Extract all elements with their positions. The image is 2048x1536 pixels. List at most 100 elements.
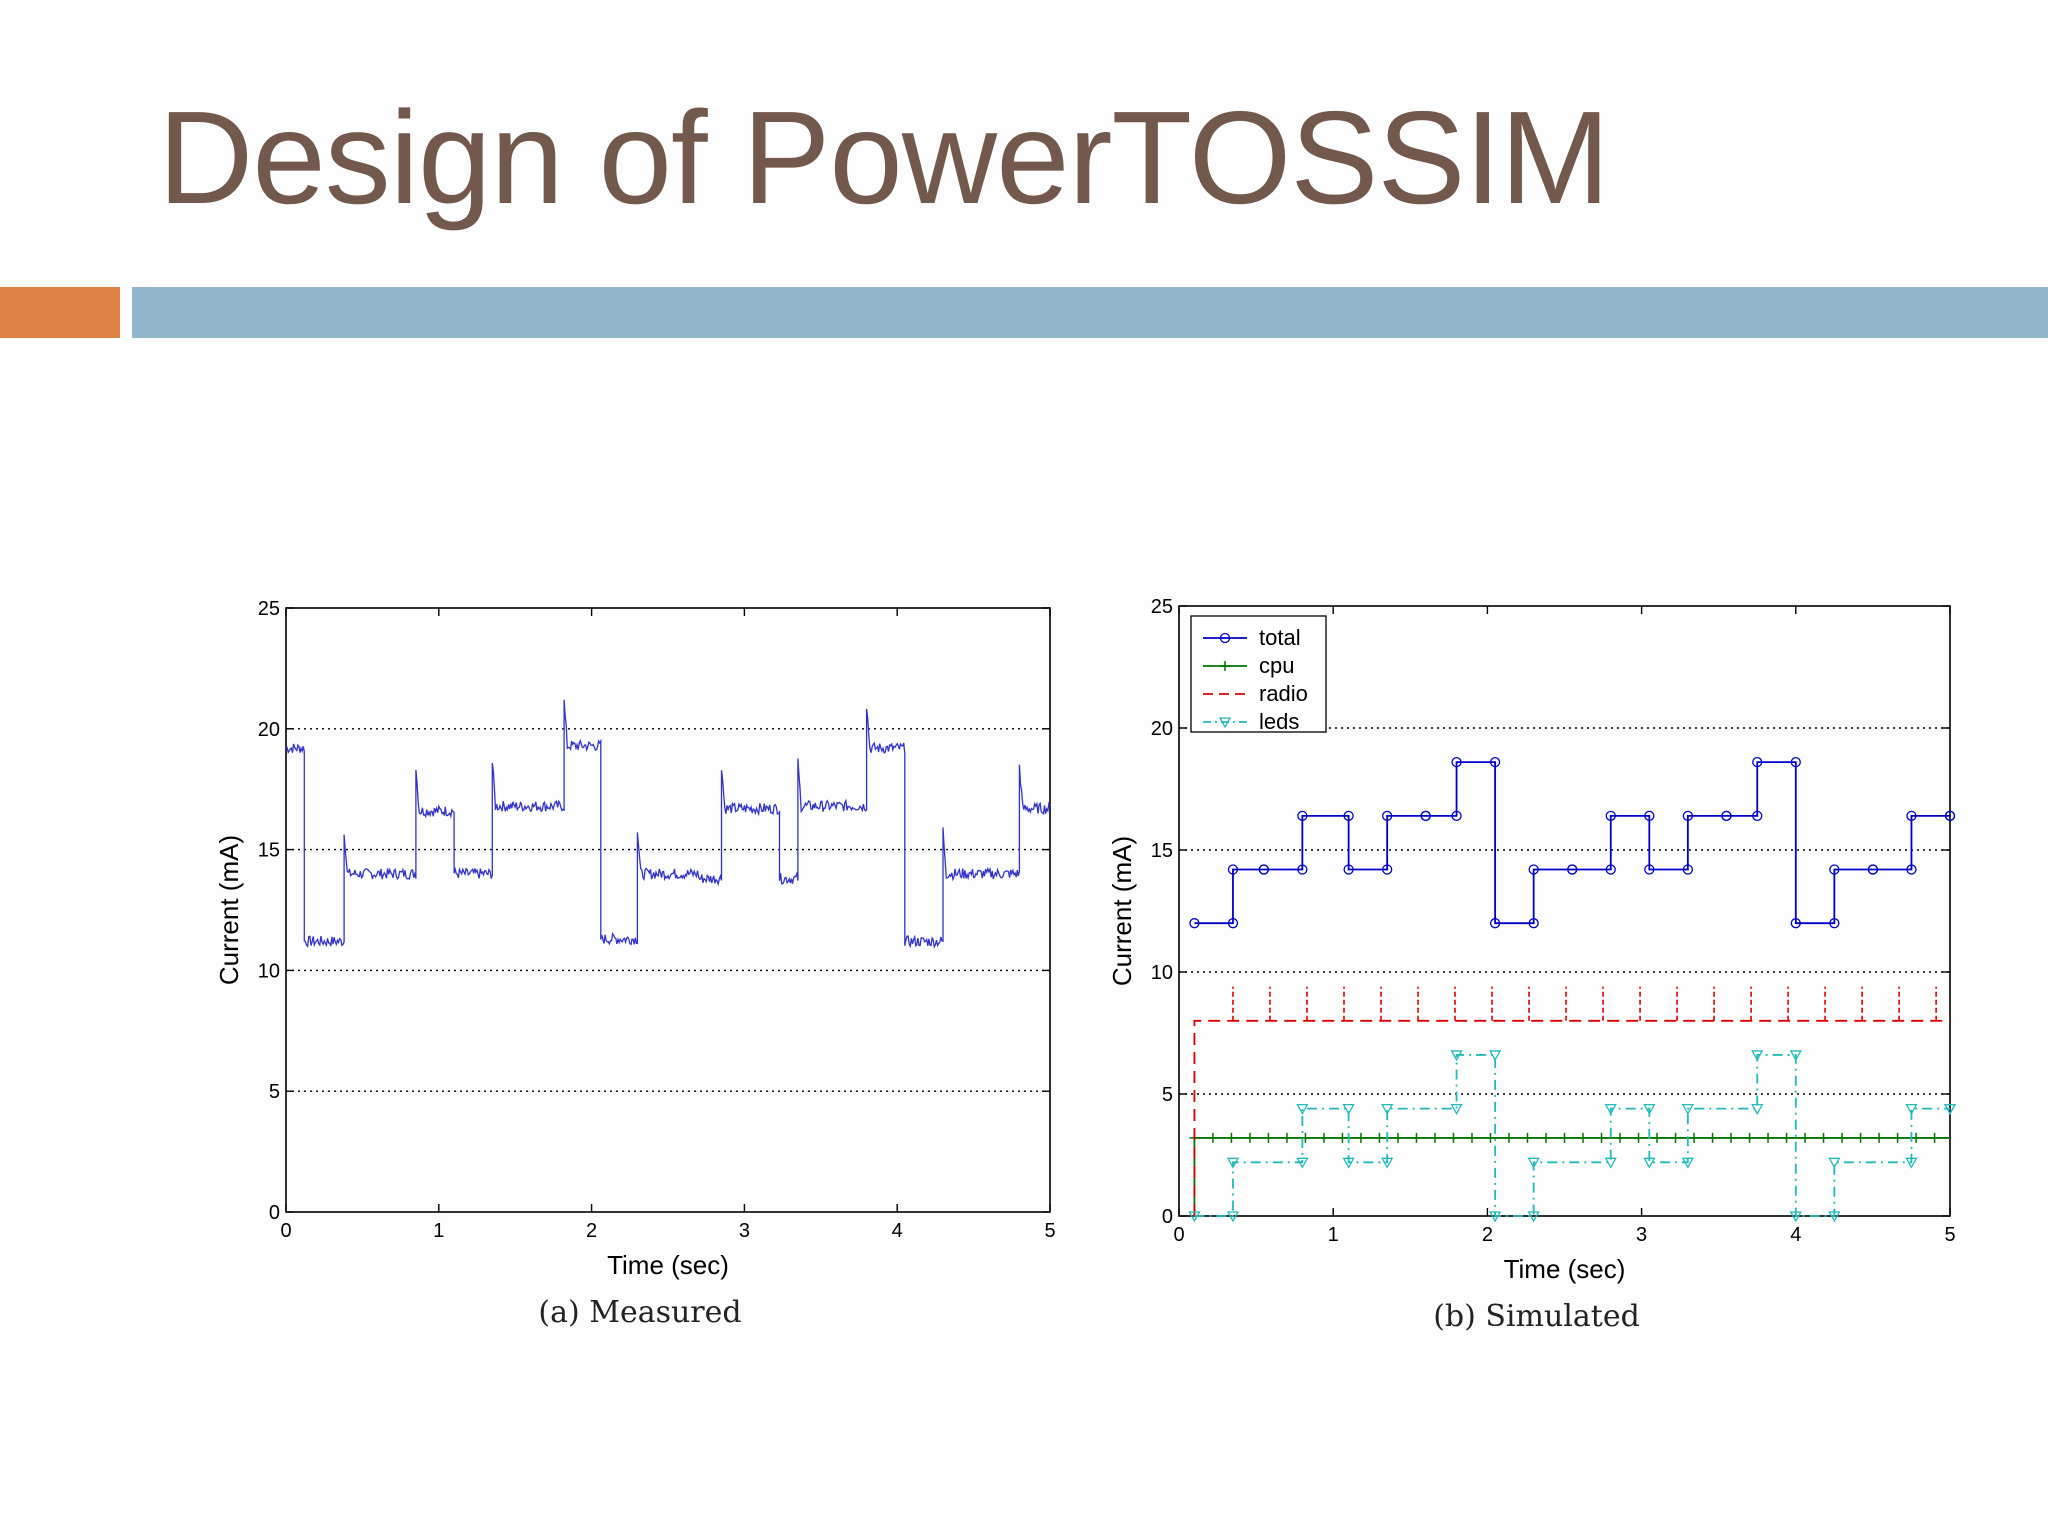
- data-marker: [1763, 1132, 1774, 1143]
- data-marker: [1374, 1132, 1385, 1143]
- data-marker: [1503, 1132, 1514, 1143]
- data-marker: [1652, 1132, 1663, 1143]
- chart-panel-simulated: 0 1 2 3 4 5 0 5 10 15 20 25 Time (sec) Current (mA) (b…: [1107, 596, 1957, 1334]
- data-marker: [1837, 1132, 1848, 1143]
- data-marker: [1451, 757, 1462, 768]
- data-marker: [1207, 1132, 1218, 1143]
- cpu-series: [1193, 1137, 1950, 1216]
- y-tick-label: 20: [1151, 718, 1173, 740]
- data-marker: [1906, 810, 1917, 821]
- data-marker: [1829, 864, 1840, 875]
- data-marker: [1643, 1103, 1656, 1115]
- data-marker: [1744, 1132, 1755, 1143]
- y-tick-label: 25: [258, 598, 280, 620]
- x-tick-label: 3: [1636, 1224, 1647, 1246]
- data-marker: [1604, 1157, 1617, 1169]
- data-marker: [1300, 1132, 1311, 1143]
- data-marker: [1227, 918, 1239, 929]
- radio-series: [1193, 1019, 1950, 1216]
- y-tick-label: 15: [1151, 840, 1173, 862]
- data-marker: [1448, 1132, 1459, 1143]
- slide-title: Design of PowerTOSSIM: [158, 84, 1610, 231]
- data-marker: [1644, 864, 1655, 875]
- x-tick-label: 1: [433, 1220, 444, 1242]
- data-marker: [1781, 1132, 1792, 1143]
- data-marker: [1790, 918, 1801, 929]
- legend-marker: [1220, 661, 1230, 671]
- data-marker: [1707, 1132, 1718, 1143]
- figure-caption: (b) Simulated: [1433, 1299, 1640, 1334]
- data-marker: [1855, 1132, 1866, 1143]
- data-marker: [1382, 864, 1393, 875]
- x-tick-label: 5: [1944, 1224, 1955, 1246]
- data-marker: [1381, 1103, 1394, 1115]
- data-marker: [1227, 864, 1239, 875]
- data-marker: [1604, 1103, 1617, 1115]
- accent-bar-orange: [0, 287, 120, 338]
- legend-label: radio: [1259, 681, 1308, 706]
- y-tick-label: 25: [1151, 596, 1173, 618]
- data-marker: [1392, 1132, 1403, 1143]
- data-marker: [1258, 864, 1269, 875]
- data-marker: [1263, 1132, 1274, 1143]
- plot-frame: [285, 607, 1051, 1213]
- data-marker: [1297, 864, 1308, 875]
- data-marker: [1343, 810, 1354, 821]
- measured-series: [285, 699, 1051, 949]
- data-marker: [1829, 918, 1840, 929]
- legend-label: total: [1259, 625, 1301, 650]
- data-marker: [1726, 1132, 1737, 1143]
- data-marker: [1751, 1103, 1764, 1115]
- data-marker: [1296, 1157, 1309, 1169]
- data-marker: [1929, 1132, 1940, 1143]
- data-marker: [1681, 1103, 1694, 1115]
- legend-marker: [1218, 717, 1232, 729]
- y-tick-label: 0: [1162, 1206, 1173, 1228]
- data-marker: [1527, 1157, 1540, 1169]
- total-series: [1194, 761, 1950, 925]
- legend-label: leds: [1259, 709, 1299, 734]
- data-marker: [1489, 1211, 1502, 1223]
- data-marker: [1559, 1132, 1570, 1143]
- legend-box: [1190, 615, 1327, 733]
- y-tick-label: 20: [258, 719, 280, 741]
- x-axis-label: Time (sec): [607, 1250, 729, 1280]
- data-marker: [1943, 1103, 1957, 1115]
- data-marker: [1892, 1132, 1903, 1143]
- y-tick-label: 15: [258, 840, 280, 862]
- x-tick-label: 2: [586, 1220, 597, 1242]
- data-marker: [1867, 864, 1879, 875]
- data-marker: [1615, 1132, 1626, 1143]
- data-marker: [1800, 1132, 1811, 1143]
- data-marker: [1789, 1050, 1802, 1062]
- data-marker: [1343, 864, 1354, 875]
- data-marker: [1633, 1132, 1644, 1143]
- data-marker: [1381, 1157, 1394, 1169]
- y-tick-label: 5: [1162, 1084, 1173, 1106]
- data-marker: [1528, 864, 1539, 875]
- data-marker: [1874, 1132, 1885, 1143]
- y-tick-label: 5: [269, 1081, 280, 1103]
- data-marker: [1643, 1157, 1656, 1169]
- data-marker: [1644, 810, 1655, 821]
- data-marker: [1751, 1050, 1764, 1062]
- data-marker: [1721, 810, 1732, 821]
- data-marker: [1337, 1132, 1348, 1143]
- data-marker: [1342, 1103, 1355, 1115]
- x-tick-label: 1: [1328, 1224, 1339, 1246]
- data-marker: [1527, 1211, 1540, 1223]
- data-marker: [1244, 1132, 1255, 1143]
- data-marker: [1567, 864, 1578, 875]
- legend-marker: [1219, 632, 1231, 644]
- chart-panel-measured: 0 1 2 3 4 5 0 5 10 15 20 25 Time (sec) Current (mA) (a…: [214, 598, 1056, 1330]
- x-tick-label: 0: [1173, 1224, 1184, 1246]
- data-marker: [1420, 810, 1431, 821]
- data-marker: [1682, 810, 1694, 821]
- data-marker: [1355, 1132, 1366, 1143]
- data-marker: [1596, 1132, 1607, 1143]
- data-marker: [1789, 1211, 1802, 1223]
- data-marker: [1296, 1103, 1309, 1115]
- data-marker: [1605, 864, 1616, 875]
- data-marker: [1429, 1132, 1440, 1143]
